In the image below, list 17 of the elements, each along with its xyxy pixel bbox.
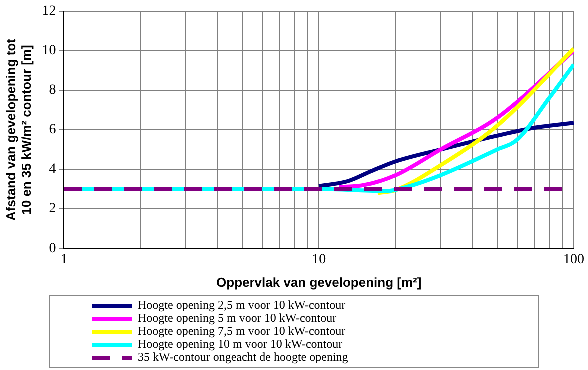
y-tick-label: 8 (49, 83, 56, 98)
x-tick-label: 100 (564, 252, 584, 268)
legend-label: Hoogte opening 5 m voor 10 kW-contour (138, 311, 337, 325)
y-tick-label: 4 (49, 162, 56, 178)
legend-label: Hoogte opening 2,5 m voor 10 kW-contour (138, 298, 346, 312)
x-axis-title: Oppervlak van gevelopening [m²] (216, 274, 422, 290)
y-axis-title: Afstand van gevelopening tot 10 en 35 kW/m² contour [m] (3, 38, 34, 222)
legend-label: 35 kW-contour ongeacht de hoogte opening (138, 350, 348, 364)
y-tick-label: 0 (49, 241, 56, 256)
y-tick-label: 12 (42, 4, 56, 20)
y-tick-label: 2 (49, 202, 56, 217)
y-tick-label: 6 (49, 122, 56, 138)
legend-label: Hoogte opening 7,5 m voor 10 kW-contour (138, 324, 346, 338)
x-tick-label: 1 (60, 252, 68, 268)
y-tick-label: 10 (42, 44, 56, 59)
x-tick-label: 10 (312, 252, 326, 268)
legend-label: Hoogte opening 10 m voor 10 kW-contour (138, 337, 343, 351)
